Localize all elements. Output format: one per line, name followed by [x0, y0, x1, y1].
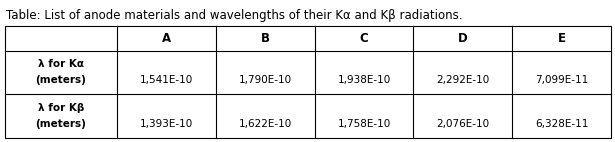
Text: B: B	[261, 32, 270, 45]
Text: 2,292E-10: 2,292E-10	[436, 76, 490, 85]
Text: 1,938E-10: 1,938E-10	[338, 76, 391, 85]
Text: D: D	[458, 32, 468, 45]
Bar	[5, 26, 611, 138]
Text: 1,622E-10: 1,622E-10	[239, 119, 292, 129]
Text: 1,541E-10: 1,541E-10	[140, 76, 193, 85]
Text: C: C	[360, 32, 368, 45]
Text: λ for Kα: λ for Kα	[38, 59, 84, 69]
Text: λ for Kβ: λ for Kβ	[38, 103, 84, 113]
Text: 2,076E-10: 2,076E-10	[436, 119, 490, 129]
Text: 1,790E-10: 1,790E-10	[239, 76, 292, 85]
Text: E: E	[558, 32, 566, 45]
Text: 6,328E-11: 6,328E-11	[535, 119, 589, 129]
Text: A: A	[162, 32, 171, 45]
Text: Table: List of anode materials and wavelengths of their Kα and Kβ radiations.: Table: List of anode materials and wavel…	[6, 9, 462, 22]
Text: (meters): (meters)	[36, 119, 87, 129]
Text: 1,393E-10: 1,393E-10	[140, 119, 193, 129]
Text: (meters): (meters)	[36, 76, 87, 85]
Text: 7,099E-11: 7,099E-11	[535, 76, 588, 85]
Text: 1,758E-10: 1,758E-10	[338, 119, 391, 129]
